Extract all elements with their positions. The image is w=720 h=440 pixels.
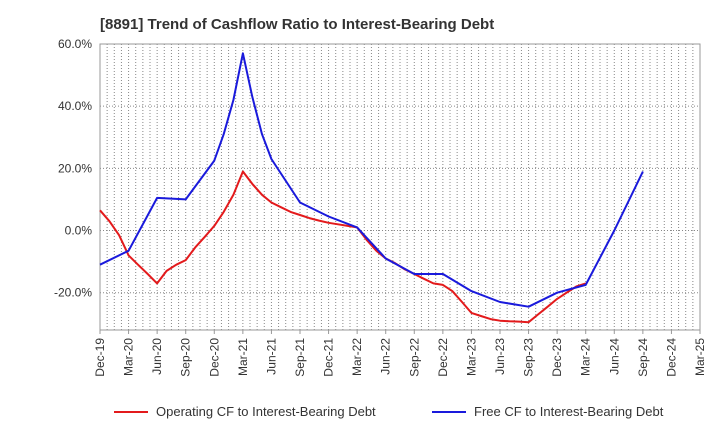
x-tick-label: Jun-22 xyxy=(379,338,393,375)
chart-title: [8891] Trend of Cashflow Ratio to Intere… xyxy=(100,16,495,33)
x-tick-label: Jun-24 xyxy=(607,338,621,375)
legend-swatch-operating-cf xyxy=(114,410,148,413)
y-tick-label: 40.0% xyxy=(58,99,92,113)
legend-label-operating-cf: Operating CF to Interest-Bearing Debt xyxy=(156,404,376,419)
x-tick-label: Dec-22 xyxy=(436,338,450,377)
y-tick-label: 20.0% xyxy=(58,161,92,175)
x-tick-label: Sep-21 xyxy=(293,338,307,377)
x-tick-label: Dec-24 xyxy=(664,338,678,377)
x-tick-label: Mar-23 xyxy=(464,338,478,376)
x-tick-label: Dec-23 xyxy=(550,338,564,377)
plot-frame xyxy=(99,43,701,331)
series-line-operating-cf xyxy=(99,170,587,324)
x-tick-label: Sep-20 xyxy=(179,338,193,377)
y-tick-label: -20.0% xyxy=(54,286,92,300)
x-tick-label: Jun-23 xyxy=(493,338,507,375)
legend-swatch-free-cf xyxy=(432,410,466,413)
series-line-free-cf xyxy=(99,52,644,308)
legend-item-operating-cf: Operating CF to Interest-Bearing Debt xyxy=(114,404,376,419)
y-tick-label: 60.0% xyxy=(58,37,92,51)
x-tick-label: Mar-22 xyxy=(350,338,364,376)
x-tick-label: Mar-25 xyxy=(693,338,707,376)
x-tick-label: Mar-20 xyxy=(122,338,136,376)
x-tick-label: Dec-21 xyxy=(322,338,336,377)
x-tick-label: Sep-22 xyxy=(407,338,421,377)
x-tick-label: Dec-19 xyxy=(93,338,107,377)
x-tick-label: Jun-21 xyxy=(264,338,278,375)
x-tick-label: Sep-23 xyxy=(522,338,536,377)
legend-label-free-cf: Free CF to Interest-Bearing Debt xyxy=(474,404,664,419)
legend-item-free-cf: Free CF to Interest-Bearing Debt xyxy=(432,404,663,419)
chart-legend: Operating CF to Interest-Bearing Debt Fr… xyxy=(0,404,720,426)
x-tick-label: Jun-20 xyxy=(150,338,164,375)
y-tick-label: 0.0% xyxy=(65,224,93,238)
x-tick-label: Dec-20 xyxy=(207,338,221,377)
x-tick-label: Mar-24 xyxy=(579,338,593,376)
x-tick-label: Mar-21 xyxy=(236,338,250,376)
x-tick-label: Sep-24 xyxy=(636,338,650,377)
